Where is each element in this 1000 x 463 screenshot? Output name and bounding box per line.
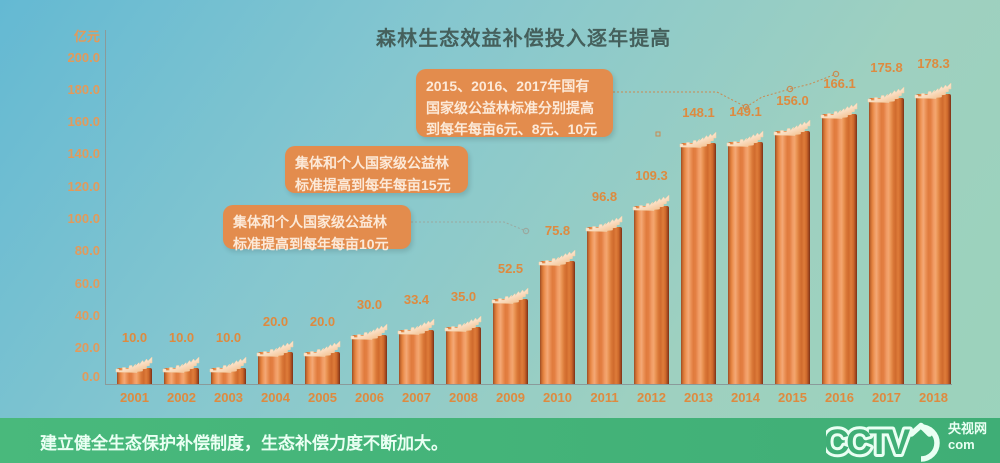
svg-text:CCTV: CCTV xyxy=(826,423,911,462)
